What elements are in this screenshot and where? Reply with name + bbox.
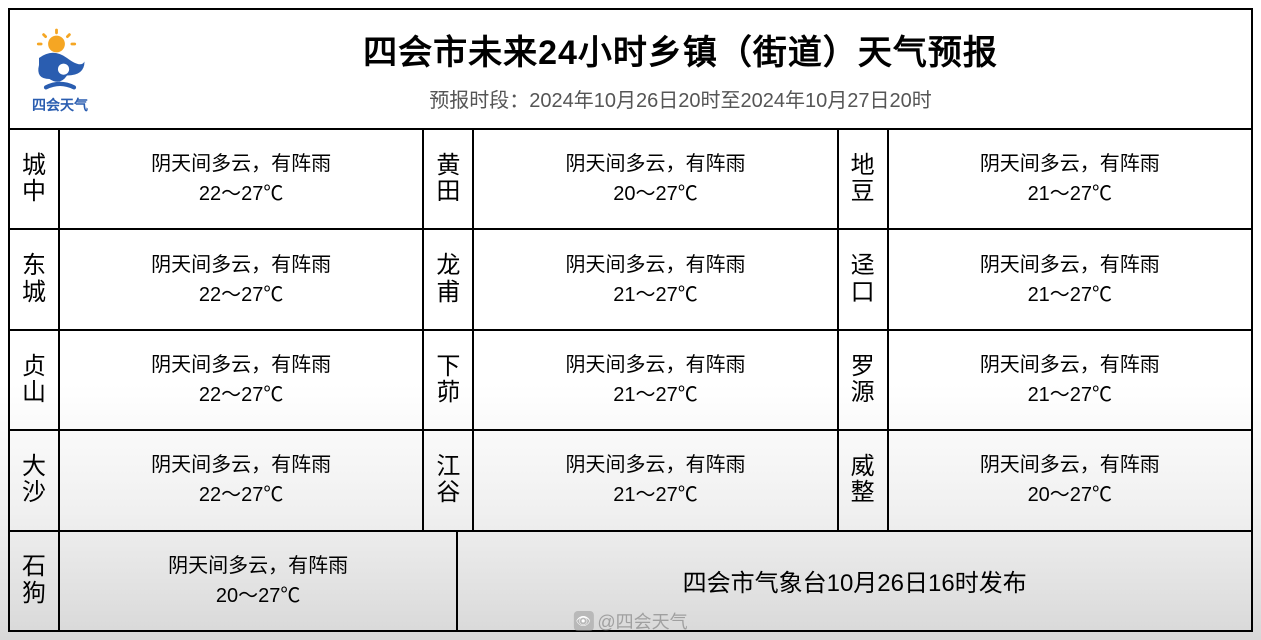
town-forecast: 阴天间多云，有阵雨21～27℃: [889, 331, 1251, 429]
town-forecast: 阴天间多云，有阵雨20～27℃: [474, 130, 838, 228]
logo-text: 四会天气: [32, 95, 88, 115]
town-name: 石狗: [10, 532, 60, 630]
town-name: 大沙: [10, 431, 60, 529]
page-title: 四会市未来24小时乡镇（街道）天气预报: [363, 25, 998, 74]
town-name: 贞山: [10, 331, 60, 429]
town-forecast: 阴天间多云，有阵雨22～27℃: [60, 331, 424, 429]
forecast-frame: 四会天气 四会市未来24小时乡镇（街道）天气预报 预报时段：2024年10月26…: [8, 8, 1253, 632]
forecast-period: 预报时段：2024年10月26日20时至2024年10月27日20时: [429, 84, 931, 113]
title-box: 四会市未来24小时乡镇（街道）天气预报 预报时段：2024年10月26日20时至…: [110, 25, 1251, 113]
table-row: 贞山 阴天间多云，有阵雨22～27℃ 下茆 阴天间多云，有阵雨21～27℃ 罗源…: [10, 331, 1251, 431]
town-forecast: 阴天间多云，有阵雨20～27℃: [889, 431, 1251, 529]
town-forecast: 阴天间多云，有阵雨20～27℃: [60, 532, 458, 630]
town-forecast: 阴天间多云，有阵雨21～27℃: [474, 431, 838, 529]
town-name: 城中: [10, 130, 60, 228]
town-name: 龙甫: [424, 230, 474, 328]
town-name: 罗源: [839, 331, 889, 429]
weibo-icon: 👁: [573, 611, 593, 631]
town-name: 东城: [10, 230, 60, 328]
weather-logo-icon: [25, 23, 95, 93]
town-forecast: 阴天间多云，有阵雨21～27℃: [889, 230, 1251, 328]
town-name: 地豆: [839, 130, 889, 228]
town-name: 迳口: [839, 230, 889, 328]
watermark: 👁 @四会天气: [573, 608, 687, 634]
town-forecast: 阴天间多云，有阵雨22～27℃: [60, 431, 424, 529]
header-row: 四会天气 四会市未来24小时乡镇（街道）天气预报 预报时段：2024年10月26…: [10, 10, 1251, 130]
logo-cell: 四会天气: [10, 19, 110, 119]
town-forecast: 阴天间多云，有阵雨21～27℃: [474, 331, 838, 429]
town-name: 黄田: [424, 130, 474, 228]
town-forecast: 阴天间多云，有阵雨21～27℃: [889, 130, 1251, 228]
table-row: 东城 阴天间多云，有阵雨22～27℃ 龙甫 阴天间多云，有阵雨21～27℃ 迳口…: [10, 230, 1251, 330]
forecast-grid: 城中 阴天间多云，有阵雨22～27℃ 黄田 阴天间多云，有阵雨20～27℃ 地豆…: [10, 130, 1251, 630]
town-forecast: 阴天间多云，有阵雨22～27℃: [60, 230, 424, 328]
town-forecast: 阴天间多云，有阵雨22～27℃: [60, 130, 424, 228]
town-name: 威整: [839, 431, 889, 529]
watermark-text: @四会天气: [597, 608, 687, 634]
town-name: 江谷: [424, 431, 474, 529]
town-name: 下茆: [424, 331, 474, 429]
table-row: 大沙 阴天间多云，有阵雨22～27℃ 江谷 阴天间多云，有阵雨21～27℃ 威整…: [10, 431, 1251, 531]
town-forecast: 阴天间多云，有阵雨21～27℃: [474, 230, 838, 328]
table-row: 城中 阴天间多云，有阵雨22～27℃ 黄田 阴天间多云，有阵雨20～27℃ 地豆…: [10, 130, 1251, 230]
